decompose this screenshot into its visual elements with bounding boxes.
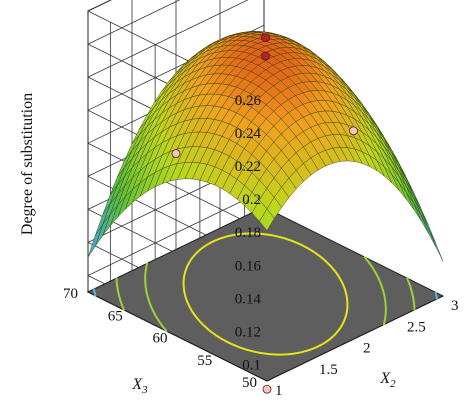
design-points <box>171 33 358 394</box>
z-tick-label: 0.22 <box>235 159 261 175</box>
contour-line <box>115 277 416 311</box>
contour-lines <box>92 232 439 356</box>
contour-line <box>92 288 439 300</box>
contour-line <box>144 256 387 332</box>
x2-tick-label: 2.5 <box>407 319 426 335</box>
x3-axis-label-main: X <box>131 376 143 393</box>
x2-tick-label: 2 <box>363 341 371 357</box>
x2-tick-label: 1.5 <box>319 362 338 378</box>
x2-axis-label-sub: 2 <box>390 378 396 390</box>
x3-tick-label: 60 <box>153 331 168 347</box>
design-point <box>349 126 358 136</box>
x3-axis-label: X3 <box>131 376 148 396</box>
z-tick-label: 0.24 <box>235 126 262 142</box>
surface-cell <box>420 214 436 247</box>
x2-tick-label: 1 <box>275 383 283 399</box>
x3-tick-label: 65 <box>108 308 123 324</box>
contour-line <box>182 232 349 356</box>
x3-tick-label: 70 <box>63 286 78 302</box>
x3-tick-label: 50 <box>242 375 257 391</box>
z-tick-label: 0.18 <box>235 225 261 241</box>
axis-ticks: 0.1 0.12 0.14 0.16 0.18 0.2 0.22 0.24 0.26 50 55 60… <box>63 93 459 399</box>
design-point <box>262 384 272 394</box>
z-tick-label: 0.1 <box>242 357 261 373</box>
surface-cell <box>259 208 275 232</box>
z-tick-label: 0.16 <box>235 258 262 274</box>
surface-cell <box>413 202 429 234</box>
x2-axis-label-main: X <box>379 370 391 387</box>
z-tick-label: 0.2 <box>242 192 261 208</box>
x2-axis-label: X2 <box>379 370 396 390</box>
x3-tick-label: 55 <box>197 353 212 369</box>
design-point <box>261 51 270 61</box>
z-axis-label: Degree of substitution <box>19 93 36 235</box>
design-point <box>171 149 181 159</box>
design-point <box>261 33 270 43</box>
z-tick-label: 0.14 <box>235 291 262 307</box>
x2-tick-label: 3 <box>451 298 459 314</box>
x3-axis-label-sub: 3 <box>141 384 148 396</box>
z-tick-label: 0.26 <box>235 93 262 109</box>
z-tick-label: 0.12 <box>235 324 261 340</box>
response-surface <box>87 31 444 262</box>
